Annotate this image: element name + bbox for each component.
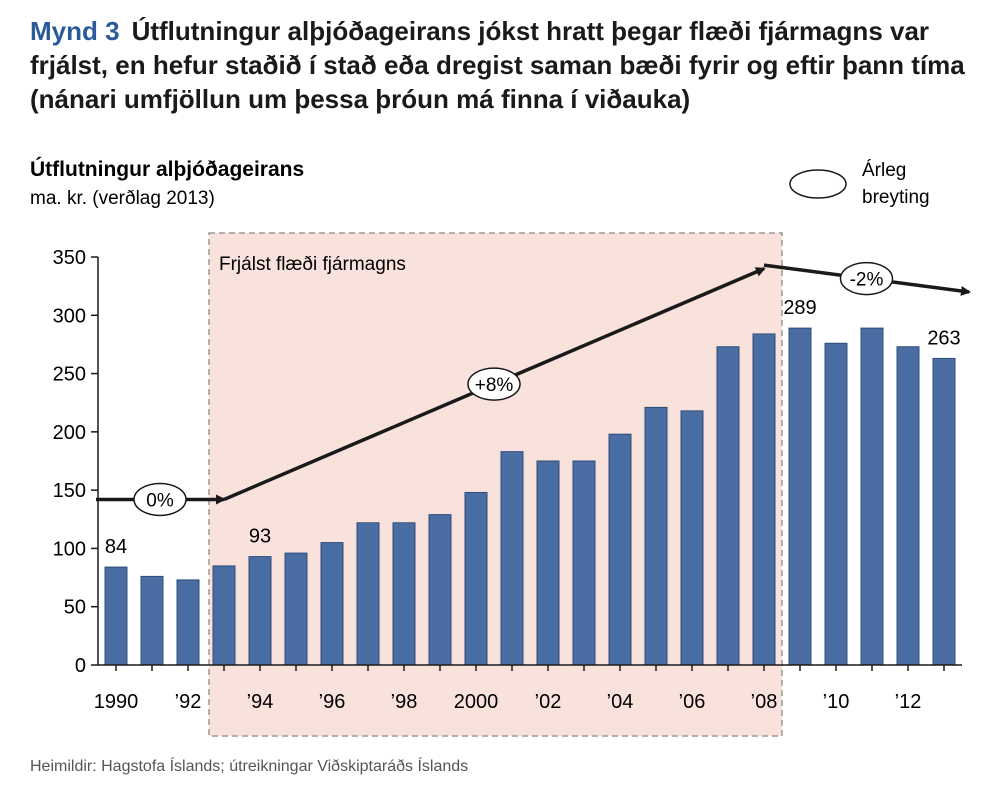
y-tick-label-100: 100 (53, 538, 86, 560)
y-tick-label-250: 250 (53, 364, 86, 386)
bar-1992 (176, 579, 200, 666)
x-tick-label-2006: ’06 (679, 691, 706, 713)
x-tick-label-2008: ’08 (751, 691, 778, 713)
legend-label: Árleg breyting (862, 160, 930, 208)
bar-2013 (932, 357, 956, 666)
bar-2010 (824, 342, 848, 666)
trend-label-2: +8% (475, 375, 514, 396)
bar-2000 (464, 491, 488, 666)
bar-1997 (356, 522, 380, 666)
data-label-2009: 289 (783, 297, 816, 319)
figure-title: Útflutningur alþjóðageirans jókst hratt … (30, 16, 965, 114)
x-tick-label-2012: ’12 (895, 691, 922, 713)
y-tick-label-300: 300 (53, 305, 86, 327)
bar-1996 (320, 542, 344, 666)
chart-title: Útflutningur alþjóðageirans (30, 157, 304, 181)
bar-1990 (104, 566, 128, 666)
data-label-2013: 263 (927, 327, 960, 349)
bar-1994 (248, 556, 272, 666)
legend-label-line-2: breyting (862, 187, 930, 208)
bar-2007 (716, 346, 740, 666)
bar-2002 (536, 460, 560, 666)
bar-1998 (392, 522, 416, 666)
x-tick-label-2004: ’04 (607, 691, 634, 713)
trend-ellipse-3 (839, 261, 894, 296)
data-label-1990: 84 (105, 536, 127, 558)
x-tick-label-1990: 1990 (94, 691, 139, 713)
bar-2009 (788, 327, 812, 666)
bar-1991 (140, 575, 164, 666)
bar-1999 (428, 514, 452, 666)
legend-label-line-1: Árleg (862, 160, 906, 181)
bar-2005 (644, 406, 668, 666)
y-tick-label-350: 350 (53, 247, 86, 269)
y-tick-label-150: 150 (53, 480, 86, 502)
y-tick-label-50: 50 (64, 597, 86, 619)
chart-subtitle: ma. kr. (verðlag 2013) (30, 188, 215, 209)
x-tick-label-2000: 2000 (454, 691, 499, 713)
source-note: Heimildir: Hagstofa Íslands; útreikninga… (30, 758, 469, 775)
figure-header: Mynd 3 Útflutningur alþjóðageirans jókst … (30, 14, 980, 116)
data-label-1994: 93 (249, 526, 271, 548)
x-tick-label-2010: ’10 (823, 691, 850, 713)
trend-ellipse-1 (133, 482, 187, 517)
x-tick-label-2002: ’02 (535, 691, 562, 713)
bar-1995 (284, 552, 308, 666)
y-tick-label-0: 0 (75, 655, 86, 677)
bar-2012 (896, 346, 920, 666)
trend-label-3: -2% (850, 270, 884, 291)
bar-2003 (572, 460, 596, 666)
y-tick-label-200: 200 (53, 422, 86, 444)
trend-ellipse-2 (467, 367, 521, 401)
x-tick-label-1992: ’92 (175, 691, 202, 713)
trend-label-1: 0% (146, 490, 174, 511)
x-tick-label-1996: ’96 (319, 691, 346, 713)
free-capital-flow-label: Frjálst flæði fjármagns (219, 254, 406, 275)
x-tick-label-1994: ’94 (247, 691, 274, 713)
bar-2011 (860, 327, 884, 666)
figure-number: Mynd 3 (30, 16, 120, 46)
bar-2001 (500, 451, 524, 666)
legend-ellipse (789, 169, 847, 199)
x-tick-label-1998: ’98 (391, 691, 418, 713)
bar-1993 (212, 565, 236, 666)
bar-2004 (608, 433, 632, 666)
bar-2008 (752, 333, 776, 666)
bar-2006 (680, 410, 704, 666)
